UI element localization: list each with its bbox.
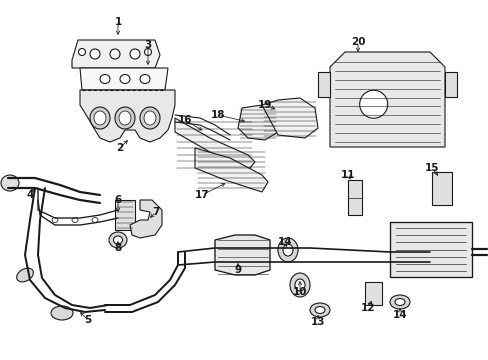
Ellipse shape (109, 232, 127, 248)
Text: 9: 9 (234, 265, 241, 275)
Polygon shape (72, 40, 160, 68)
Text: 19: 19 (257, 100, 272, 110)
Polygon shape (329, 52, 444, 147)
Text: 12: 12 (360, 303, 374, 313)
Ellipse shape (79, 49, 85, 55)
Text: 5: 5 (84, 315, 91, 325)
Text: 14: 14 (277, 237, 292, 247)
Text: 11: 11 (340, 170, 354, 180)
Polygon shape (262, 98, 317, 138)
Ellipse shape (1, 175, 19, 191)
Ellipse shape (143, 111, 156, 125)
Text: 1: 1 (114, 17, 122, 27)
Text: 13: 13 (310, 317, 325, 327)
Bar (444, 72, 456, 97)
Text: 3: 3 (144, 40, 151, 50)
Bar (389, 222, 471, 277)
Text: 20: 20 (350, 37, 365, 47)
Ellipse shape (278, 238, 297, 262)
Ellipse shape (140, 107, 160, 129)
Polygon shape (175, 118, 254, 170)
Polygon shape (130, 200, 162, 238)
Ellipse shape (52, 217, 58, 222)
Ellipse shape (314, 306, 325, 314)
Text: 7: 7 (152, 207, 160, 217)
Polygon shape (347, 180, 361, 215)
Polygon shape (431, 172, 451, 205)
Ellipse shape (90, 107, 110, 129)
Ellipse shape (289, 273, 309, 297)
Ellipse shape (90, 49, 100, 59)
Ellipse shape (100, 75, 110, 84)
Polygon shape (238, 105, 278, 140)
Circle shape (359, 90, 387, 118)
Ellipse shape (119, 111, 131, 125)
Text: 14: 14 (392, 310, 407, 320)
Ellipse shape (92, 217, 98, 222)
Ellipse shape (140, 75, 150, 84)
Ellipse shape (294, 279, 305, 291)
Ellipse shape (394, 298, 404, 306)
Ellipse shape (120, 75, 130, 84)
Text: 8: 8 (114, 243, 122, 253)
Ellipse shape (389, 295, 409, 309)
Ellipse shape (17, 268, 33, 282)
Text: 18: 18 (210, 110, 225, 120)
Ellipse shape (309, 303, 329, 317)
Ellipse shape (130, 49, 140, 59)
Ellipse shape (72, 217, 78, 222)
Ellipse shape (113, 236, 122, 244)
Ellipse shape (115, 107, 135, 129)
Text: 16: 16 (177, 115, 192, 125)
Text: 10: 10 (292, 287, 306, 297)
Polygon shape (80, 68, 168, 90)
Ellipse shape (94, 111, 106, 125)
Text: 4: 4 (26, 190, 34, 200)
Text: 6: 6 (114, 195, 122, 205)
Text: 17: 17 (194, 190, 209, 200)
Text: 15: 15 (424, 163, 438, 173)
Polygon shape (215, 235, 269, 275)
Polygon shape (195, 148, 267, 192)
Text: 2: 2 (116, 143, 123, 153)
Ellipse shape (283, 244, 292, 256)
Polygon shape (364, 282, 381, 305)
Polygon shape (115, 200, 135, 230)
Ellipse shape (110, 49, 120, 59)
Ellipse shape (144, 49, 151, 55)
Bar (317, 72, 329, 97)
Ellipse shape (51, 306, 73, 320)
Polygon shape (80, 90, 175, 142)
